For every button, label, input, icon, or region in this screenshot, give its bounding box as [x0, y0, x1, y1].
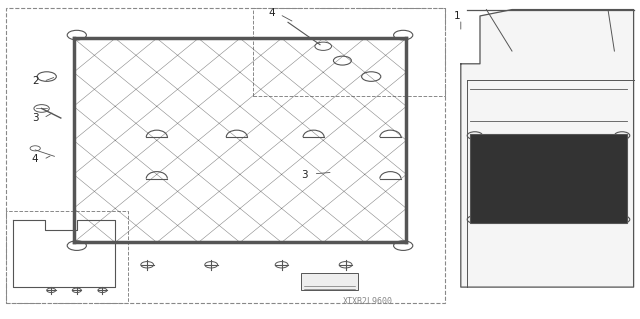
Bar [74, 38, 406, 242]
Text: 3: 3 [301, 170, 307, 181]
Text: 3: 3 [32, 113, 38, 123]
Bar [301, 273, 358, 290]
Text: 1: 1 [454, 11, 461, 21]
Polygon shape [461, 10, 634, 287]
Text: 2: 2 [32, 76, 38, 86]
Bar [6, 211, 128, 303]
Bar [470, 134, 627, 223]
Text: 4: 4 [269, 8, 275, 18]
Text: 4: 4 [32, 154, 38, 165]
Bar [6, 8, 445, 303]
Text: XTXB2L9600: XTXB2L9600 [343, 297, 393, 306]
Bar [253, 8, 445, 96]
